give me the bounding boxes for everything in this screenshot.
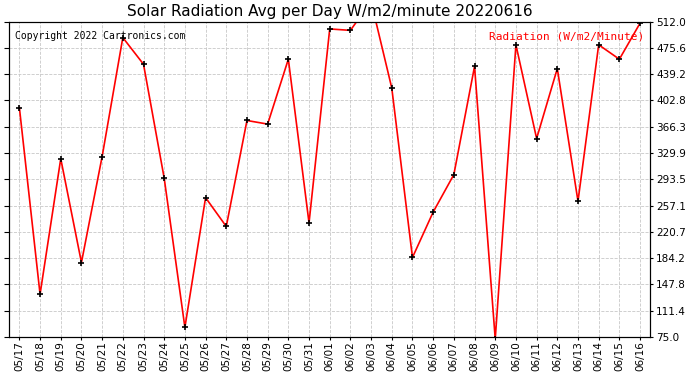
Text: Copyright 2022 Cartronics.com: Copyright 2022 Cartronics.com [15,31,186,41]
Text: Radiation (W/m2/Minute): Radiation (W/m2/Minute) [489,31,644,41]
Title: Solar Radiation Avg per Day W/m2/minute 20220616: Solar Radiation Avg per Day W/m2/minute … [127,4,533,19]
